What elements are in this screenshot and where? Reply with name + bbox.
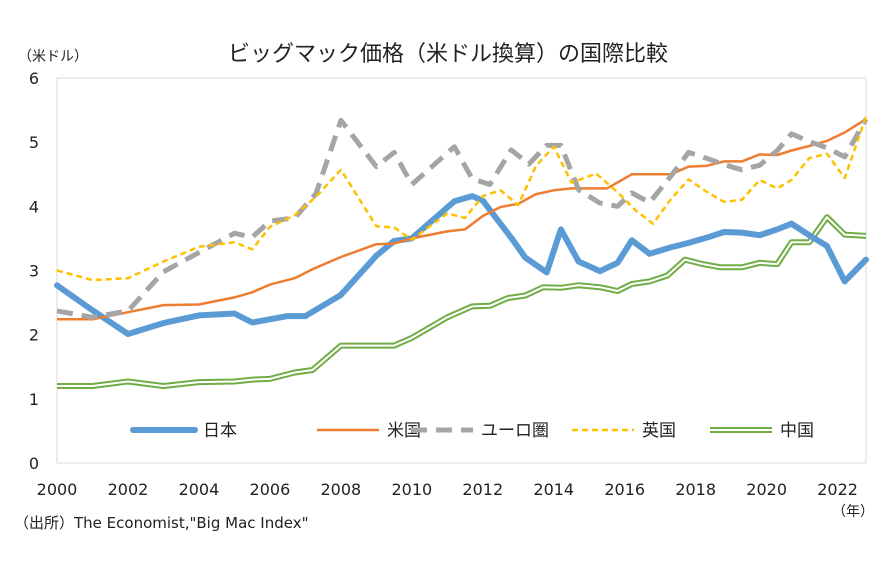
series-line-1 — [57, 118, 867, 321]
x-tick-label: 2002 — [108, 480, 149, 499]
source-note: （出所）The Economist,"Big Mac Index" — [14, 514, 309, 532]
legend-item: 米国 — [317, 421, 421, 441]
legend-label: ユーロ圏 — [481, 421, 549, 441]
legend-item: 中国 — [710, 421, 814, 441]
series-line-4 — [57, 214, 867, 389]
x-axis-unit-label: （年） — [832, 504, 874, 520]
legend-label: 日本 — [203, 421, 237, 441]
x-tick-label: 2022 — [817, 480, 858, 499]
series-line-stroke — [54, 193, 869, 337]
plot-frame — [56, 77, 867, 464]
y-tick-label: 1 — [29, 390, 39, 409]
x-tick-label: 2000 — [37, 480, 78, 499]
series-group — [54, 116, 869, 389]
series-line-stroke — [57, 214, 867, 389]
legend-label: 英国 — [642, 421, 676, 441]
series-line-3 — [56, 116, 868, 282]
y-tick-label: 6 — [29, 69, 39, 88]
y-tick-label: 5 — [29, 133, 39, 152]
y-tick-label: 0 — [29, 454, 39, 473]
x-tick-label: 2012 — [462, 480, 503, 499]
series-line-inner — [57, 216, 867, 387]
chart-title: ビッグマック価格（米ドル換算）の国際比較 — [228, 42, 668, 67]
x-tick-label: 2008 — [321, 480, 362, 499]
x-tick-label: 2004 — [179, 480, 220, 499]
series-line-0 — [54, 193, 869, 337]
axis-ticks: 0 1 2 3 4 5 6 2000 2002 2004 2006 2008 2010 2012 2014 2… — [29, 69, 858, 499]
x-tick-label: 2014 — [533, 480, 574, 499]
legend-item: 日本 — [130, 421, 237, 441]
series-line-stroke — [56, 117, 869, 320]
legend-item: 英国 — [572, 421, 676, 441]
x-tick-label: 2006 — [250, 480, 291, 499]
y-tick-label: 2 — [29, 326, 39, 345]
legend-item: ユーロ圏 — [411, 421, 549, 441]
legend-label: 中国 — [780, 421, 814, 441]
y-axis-unit-label: （米ドル） — [18, 49, 88, 65]
legend: 日本 米国 ユーロ圏 英国 中国 — [130, 421, 814, 441]
x-tick-label: 2020 — [746, 480, 787, 499]
y-tick-label: 4 — [29, 197, 39, 216]
y-tick-label: 3 — [29, 262, 39, 281]
legend-label: 米国 — [387, 421, 421, 441]
x-tick-label: 2016 — [604, 480, 645, 499]
series-line-stroke — [56, 116, 868, 282]
series-line-2 — [56, 117, 869, 320]
plot-area-border — [56, 77, 867, 464]
series-line-stroke — [57, 118, 867, 321]
x-tick-label: 2010 — [391, 480, 432, 499]
x-tick-label: 2018 — [675, 480, 716, 499]
